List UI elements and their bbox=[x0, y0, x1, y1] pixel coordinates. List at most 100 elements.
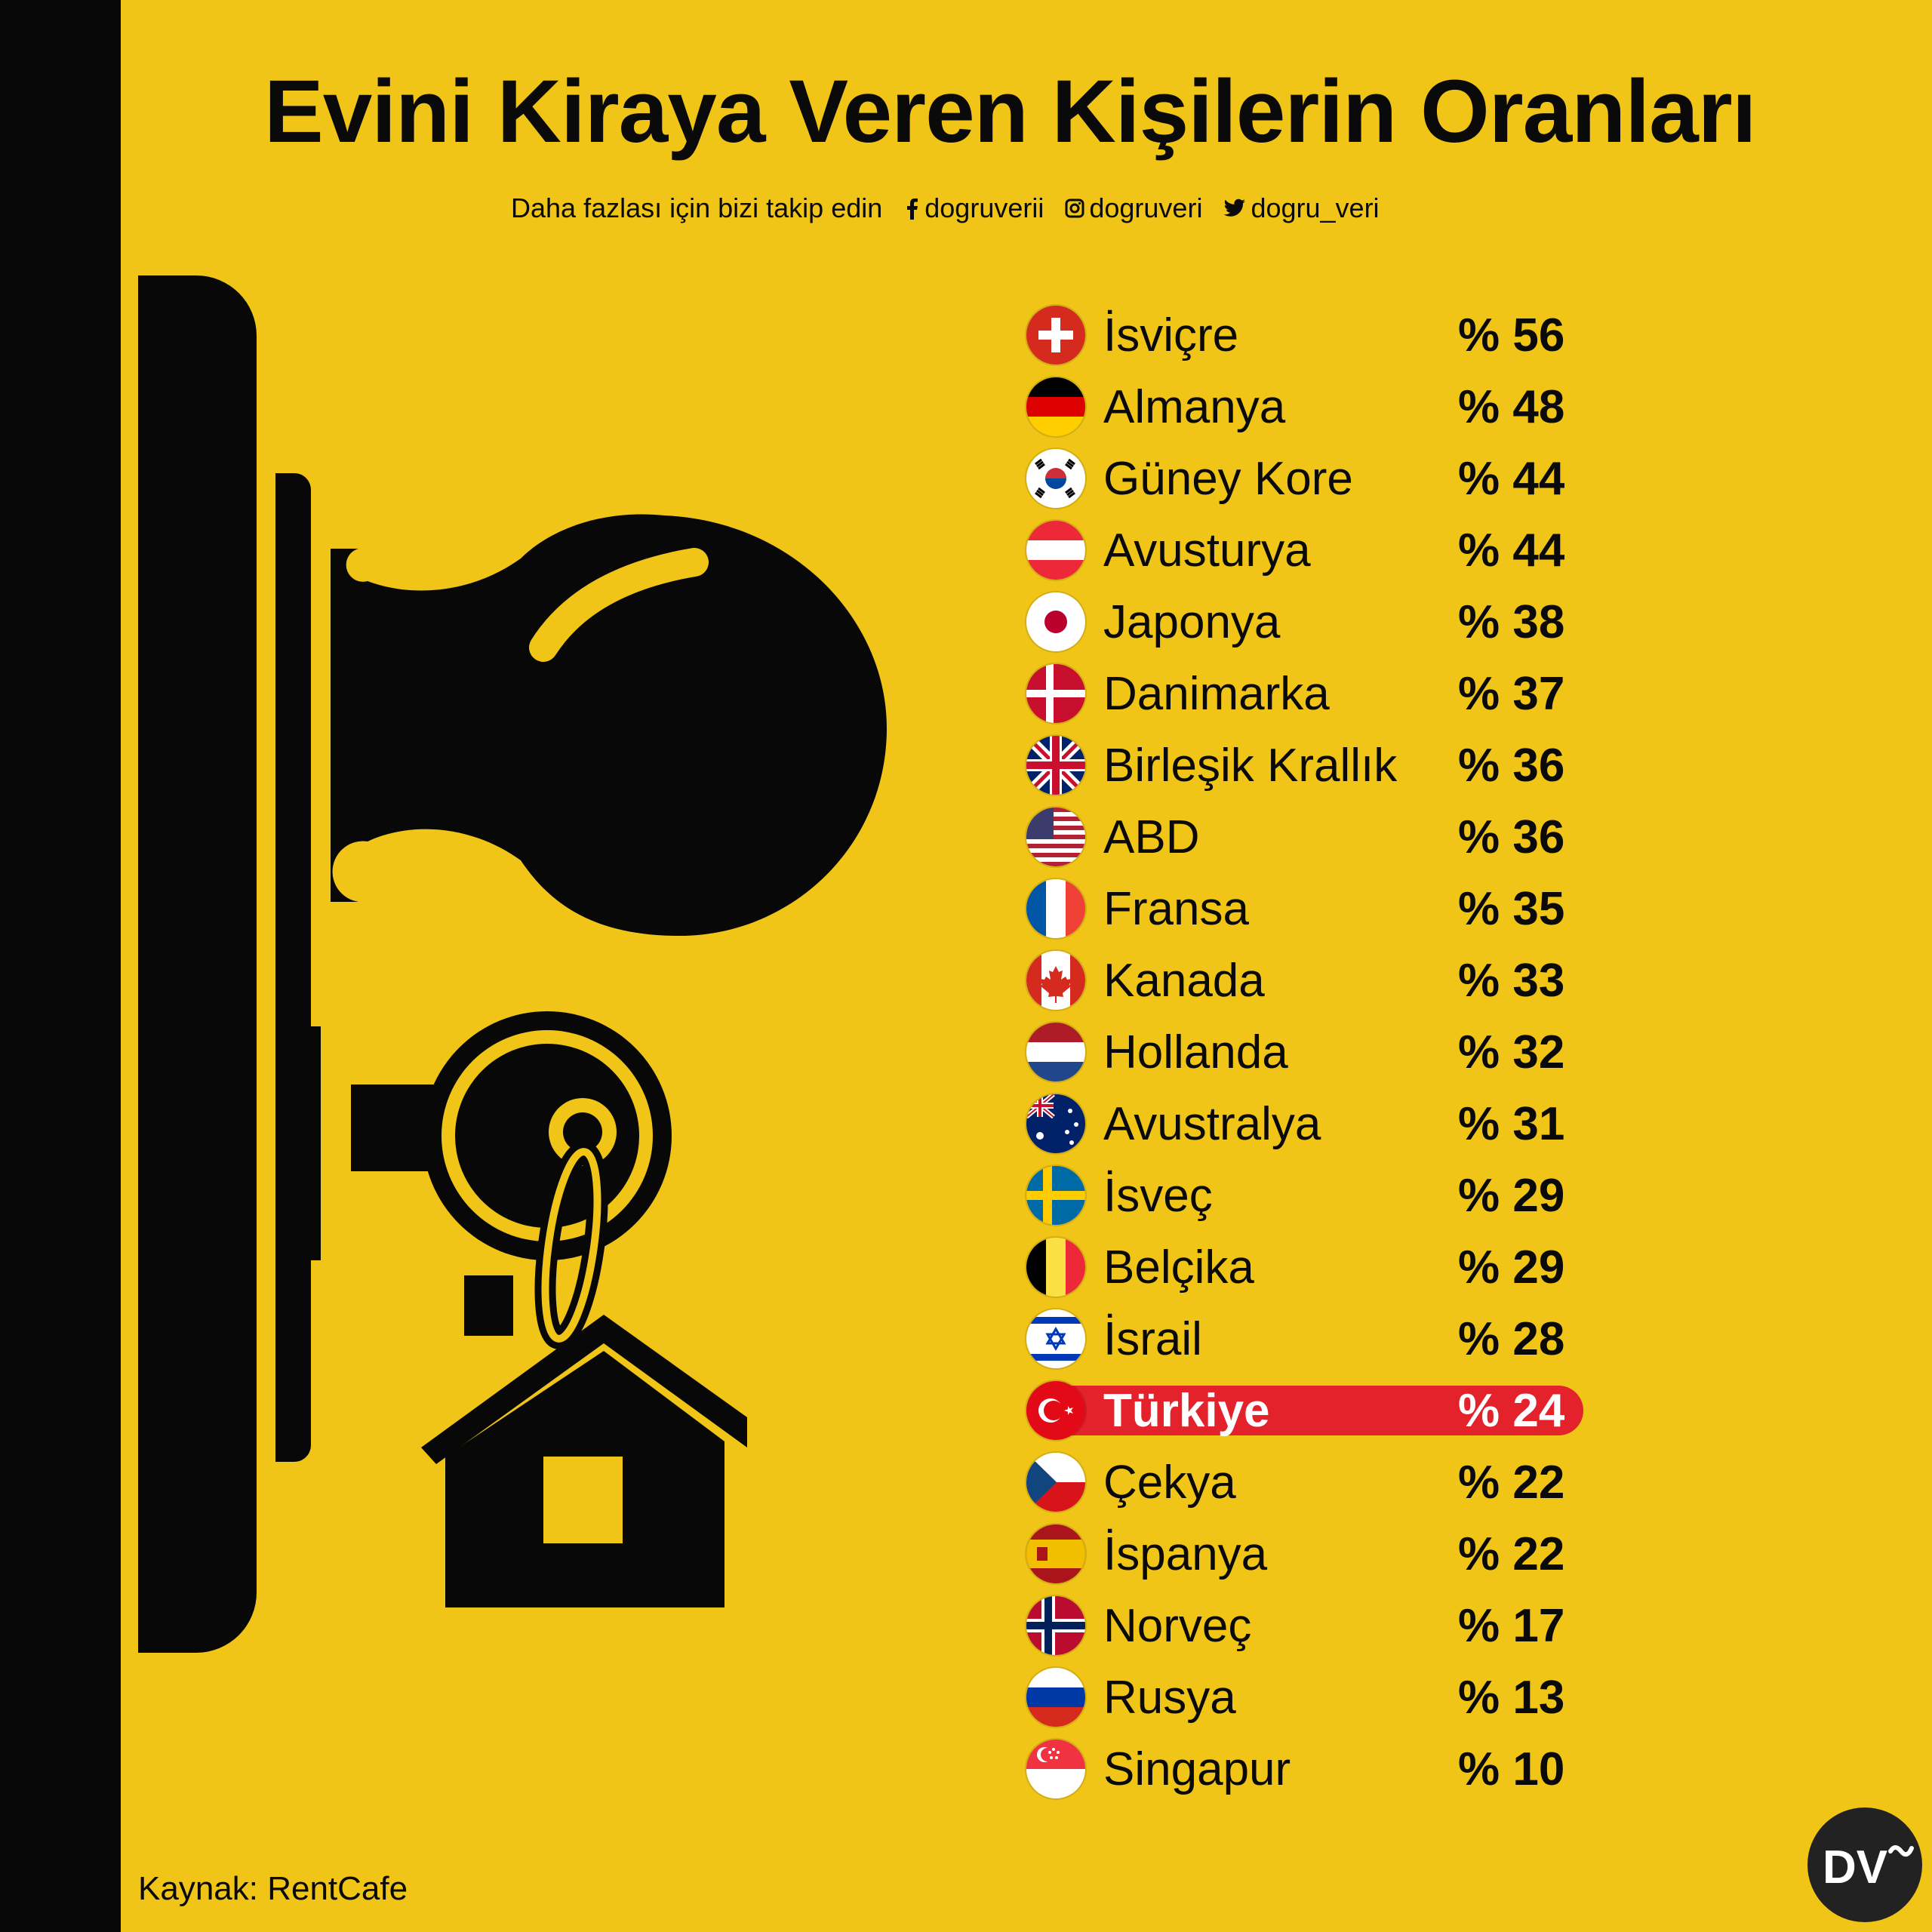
logo-text: DV bbox=[1823, 1841, 1887, 1894]
instagram-handle: dogruveri bbox=[1089, 192, 1203, 223]
country-row-austria: Avusturya % 44 bbox=[1026, 517, 1585, 583]
country-row-norway: Norveç % 17 bbox=[1026, 1592, 1585, 1659]
country-percentage: % 35 bbox=[1458, 882, 1565, 935]
country-row-south-korea: Güney Kore % 44 bbox=[1026, 445, 1585, 512]
country-percentage: % 32 bbox=[1458, 1026, 1565, 1078]
country-row-israel: İsrail % 28 bbox=[1026, 1306, 1585, 1372]
door-knob bbox=[331, 514, 887, 936]
country-percentage: % 24 bbox=[1458, 1384, 1565, 1437]
door-knob-keychain-illustration bbox=[138, 275, 887, 1653]
country-name: Türkiye bbox=[1103, 1384, 1270, 1437]
spain-flag-icon bbox=[1026, 1524, 1085, 1583]
country-name: İspanya bbox=[1103, 1527, 1268, 1580]
country-percentage: % 56 bbox=[1458, 309, 1565, 361]
country-percentage: % 48 bbox=[1458, 380, 1565, 433]
dv-logo: DV bbox=[1807, 1807, 1922, 1922]
country-percentage: % 22 bbox=[1458, 1527, 1565, 1580]
usa-flag-icon bbox=[1026, 808, 1085, 866]
france-flag-icon bbox=[1026, 879, 1085, 938]
country-percentage: % 31 bbox=[1458, 1097, 1565, 1150]
country-percentage: % 22 bbox=[1458, 1456, 1565, 1509]
country-percentage: % 13 bbox=[1458, 1671, 1565, 1724]
country-row-united-kingdom: Birleşik Krallık % 36 bbox=[1026, 732, 1585, 798]
country-row-germany: Almanya % 48 bbox=[1026, 374, 1585, 440]
country-percentage: % 29 bbox=[1458, 1169, 1565, 1222]
country-percentage: % 44 bbox=[1458, 524, 1565, 577]
source-note: Kaynak: RentCafe bbox=[138, 1870, 408, 1907]
highlight-bar bbox=[1026, 1386, 1583, 1435]
country-row-spain: İspanya % 22 bbox=[1026, 1521, 1585, 1587]
germany-flag-icon bbox=[1026, 377, 1085, 436]
facebook-link[interactable]: dogruverii bbox=[903, 192, 1044, 224]
switzerland-flag-icon bbox=[1026, 306, 1085, 365]
south-korea-flag-icon bbox=[1026, 449, 1085, 508]
knob-rose bbox=[275, 473, 321, 1462]
country-row-switzerland: İsviçre % 56 bbox=[1026, 302, 1585, 368]
country-percentage: % 28 bbox=[1458, 1312, 1565, 1365]
country-name: Belçika bbox=[1103, 1241, 1254, 1294]
netherlands-flag-icon bbox=[1026, 1023, 1085, 1081]
australia-flag-icon bbox=[1026, 1094, 1085, 1153]
israel-flag-icon bbox=[1026, 1309, 1085, 1368]
social-links: Daha fazlası için bizi takip edin dogruv… bbox=[511, 192, 1380, 224]
country-row-japan: Japonya % 38 bbox=[1026, 589, 1585, 655]
chain-links bbox=[534, 1141, 608, 1349]
japan-flag-icon bbox=[1026, 592, 1085, 651]
country-row-turkey: Türkiye % 24 bbox=[1026, 1377, 1585, 1444]
singapore-flag-icon bbox=[1026, 1740, 1085, 1798]
page-title: Evini Kiraya Veren Kişilerin Oranları bbox=[264, 62, 1757, 162]
instagram-link[interactable]: dogruveri bbox=[1065, 192, 1202, 224]
country-name: Almanya bbox=[1103, 380, 1286, 433]
country-name: Avustralya bbox=[1103, 1097, 1321, 1150]
country-row-singapore: Singapur % 10 bbox=[1026, 1736, 1585, 1802]
country-name: Çekya bbox=[1103, 1456, 1236, 1509]
house-keychain bbox=[421, 1275, 747, 1607]
country-percentage: % 33 bbox=[1458, 954, 1565, 1007]
country-name: Kanada bbox=[1103, 954, 1265, 1007]
country-row-australia: Avustralya % 31 bbox=[1026, 1091, 1585, 1157]
country-row-france: Fransa % 35 bbox=[1026, 875, 1585, 942]
country-row-usa: ABD % 36 bbox=[1026, 804, 1585, 870]
united-kingdom-flag-icon bbox=[1026, 736, 1085, 795]
country-name: İsveç bbox=[1103, 1169, 1213, 1222]
twitter-link[interactable]: dogru_veri bbox=[1223, 192, 1380, 224]
denmark-flag-icon bbox=[1026, 664, 1085, 723]
country-row-netherlands: Hollanda % 32 bbox=[1026, 1019, 1585, 1085]
sweden-flag-icon bbox=[1026, 1166, 1085, 1225]
twitter-icon bbox=[1224, 198, 1246, 217]
country-percentage: % 17 bbox=[1458, 1599, 1565, 1652]
country-name: Güney Kore bbox=[1103, 452, 1353, 505]
country-name: Fransa bbox=[1103, 882, 1249, 935]
czechia-flag-icon bbox=[1026, 1453, 1085, 1512]
turkey-flag-icon bbox=[1026, 1381, 1085, 1440]
country-percentage: % 29 bbox=[1458, 1241, 1565, 1294]
austria-flag-icon bbox=[1026, 521, 1085, 580]
left-black-bar bbox=[0, 0, 121, 1932]
belgium-flag-icon bbox=[1026, 1238, 1085, 1297]
facebook-handle: dogruverii bbox=[924, 192, 1044, 223]
canada-flag-icon bbox=[1026, 951, 1085, 1010]
country-percentage: % 44 bbox=[1458, 452, 1565, 505]
country-row-czechia: Çekya % 22 bbox=[1026, 1449, 1585, 1515]
facebook-icon bbox=[907, 198, 918, 220]
country-name: ABD bbox=[1103, 811, 1200, 863]
russia-flag-icon bbox=[1026, 1668, 1085, 1727]
twitter-handle: dogru_veri bbox=[1251, 192, 1380, 223]
country-name: Singapur bbox=[1103, 1743, 1291, 1795]
instagram-icon bbox=[1065, 198, 1084, 218]
country-name: Rusya bbox=[1103, 1671, 1236, 1724]
country-name: İsviçre bbox=[1103, 309, 1239, 361]
country-row-canada: Kanada % 33 bbox=[1026, 947, 1585, 1014]
door-plate bbox=[138, 275, 257, 1653]
country-name: İsrail bbox=[1103, 1312, 1202, 1365]
country-name: Japonya bbox=[1103, 595, 1281, 648]
country-row-denmark: Danimarka % 37 bbox=[1026, 660, 1585, 727]
country-name: Hollanda bbox=[1103, 1026, 1288, 1078]
country-percentage: % 37 bbox=[1458, 667, 1565, 720]
country-percentage: % 38 bbox=[1458, 595, 1565, 648]
country-name: Birleşik Krallık bbox=[1103, 739, 1398, 792]
country-name: Norveç bbox=[1103, 1599, 1252, 1652]
country-percentage: % 36 bbox=[1458, 811, 1565, 863]
country-row-sweden: İsveç % 29 bbox=[1026, 1162, 1585, 1229]
country-percentage: % 10 bbox=[1458, 1743, 1565, 1795]
